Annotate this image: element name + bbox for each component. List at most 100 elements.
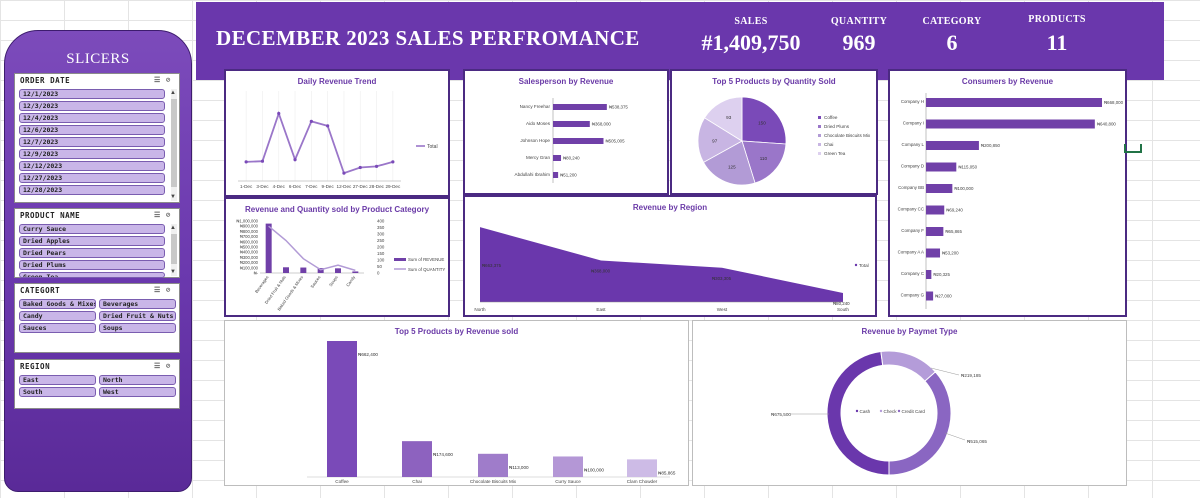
payment-panel[interactable]: Revenue by Paymet Type ₦675,500 ₦219,185 ₦… [692, 320, 1127, 486]
slicer-item[interactable]: South [19, 387, 96, 397]
x-tick-label: North [474, 307, 486, 312]
slicer-item[interactable]: Baked Goods & Mixes [19, 299, 96, 309]
data-point [309, 119, 313, 123]
kpi-quantity-label: QUANTITY [830, 16, 888, 27]
multi-select-icon[interactable]: ☰ [154, 76, 161, 84]
daily-revenue-panel[interactable]: Daily Revenue Trend 1-Dec 3-Dec 4-Dec 6-Dec… [224, 69, 450, 197]
category-label: Company F [901, 228, 924, 233]
slicer-item[interactable]: 12/9/2023 [19, 149, 165, 159]
clear-filter-icon[interactable]: ⊘ [166, 362, 171, 370]
kpi-products-label: PRODUCTS [1028, 14, 1086, 25]
data-label: ₦115,050 [958, 165, 977, 170]
consumers-panel[interactable]: Consumers by Revenue Company H ₦668,000 Co… [888, 69, 1127, 317]
series-line-quantity [268, 225, 356, 272]
bar [478, 453, 508, 477]
multi-select-icon[interactable]: ☰ [154, 211, 161, 219]
pie-slice [704, 96, 743, 142]
data-label: 97 [712, 138, 718, 143]
scroll-thumb[interactable] [171, 234, 177, 264]
bar [352, 271, 359, 273]
slicer-item[interactable]: 12/7/2023 [19, 137, 165, 147]
slicer-scrollbar[interactable]: ▲ ▼ [170, 89, 177, 201]
chart-title: Consumers by Revenue [961, 77, 1054, 86]
slicer-item[interactable]: Beverages [99, 299, 176, 309]
legend-label: Credit Card [902, 409, 926, 414]
series-line-total [246, 110, 394, 175]
x-tick-label: 27-Dec [353, 184, 369, 189]
slicer-item[interactable]: West [99, 387, 176, 397]
data-point [342, 171, 346, 175]
slicer-item[interactable]: 12/1/2023 [19, 89, 165, 99]
y-tick-label: ₦100,000 [240, 265, 259, 270]
slicer-item[interactable]: East [19, 375, 96, 385]
slicer-item[interactable]: North [99, 375, 176, 385]
legend-label: Chai [824, 142, 833, 147]
chart-title: Salesperson by Revenue [518, 77, 614, 86]
top5-quantity-panel[interactable]: Top 5 Products by Quantity Sold 150 110 12… [670, 69, 878, 195]
slicer-item[interactable]: 12/27/2023 [19, 173, 165, 183]
legend-swatch [818, 116, 821, 119]
bar [327, 341, 357, 477]
clear-filter-icon[interactable]: ⊘ [166, 286, 171, 294]
top5-revenue-panel[interactable]: Top 5 Products by Revenue sold ₦662,400 C… [224, 320, 689, 486]
category-panel[interactable]: Revenue and Quantity sold by Product Cat… [224, 197, 450, 317]
legend-label: Green Tea [824, 151, 846, 156]
slicer-item[interactable]: 12/12/2023 [19, 161, 165, 171]
x-tick-label: 9-Dec [322, 184, 335, 189]
data-label: ₦100,000 [954, 186, 974, 191]
chart-title: Revenue by Paymet Type [861, 327, 958, 336]
data-point [260, 159, 265, 163]
slicer-item[interactable]: Dried Plums [19, 260, 165, 270]
slicer-item[interactable]: 12/6/2023 [19, 125, 165, 135]
slicer-item[interactable]: Dried Pears [19, 248, 165, 258]
clear-filter-icon[interactable]: ⊘ [166, 76, 171, 84]
region-panel[interactable]: Revenue by Region ₦663,375 North ₦368,000 E… [463, 195, 877, 317]
bar [553, 172, 559, 178]
slicer-item[interactable]: 12/28/2023 [19, 185, 165, 195]
legend-label: Dried Plums [824, 124, 850, 129]
slicer-item[interactable]: 12/3/2023 [19, 101, 165, 111]
scroll-up-icon[interactable]: ▲ [170, 225, 176, 231]
slicer-item[interactable]: Dried Fruit & Nuts [99, 311, 176, 321]
scroll-up-icon[interactable]: ▲ [170, 90, 176, 96]
multi-select-icon[interactable]: ☰ [154, 362, 161, 370]
y-tick-label: ₦700,000 [240, 234, 259, 239]
data-label: ₦640,800 [1097, 122, 1117, 127]
slicers-title: SLICERS [66, 51, 130, 67]
slicer-item[interactable]: Soups [99, 323, 176, 333]
y-tick-label: ₦1,000,000 [236, 219, 258, 224]
bar [553, 104, 607, 110]
legend-label: Sum of REVENUE [408, 257, 444, 262]
slicer-scrollbar[interactable]: ▲ ▼ [170, 224, 177, 276]
slicer-product-name-label: PRODUCT NAME [20, 211, 81, 220]
x-tick-label: Chai [412, 479, 421, 484]
bar [553, 138, 604, 144]
data-label: ₦662,400 [358, 352, 378, 357]
legend-swatch [394, 258, 406, 261]
scroll-down-icon[interactable]: ▼ [170, 269, 176, 275]
x-tick-label: Chocolate Biscuits Mix [470, 479, 517, 484]
slicer-item[interactable]: Curry Sauce [19, 224, 165, 234]
scroll-thumb[interactable] [171, 99, 177, 187]
slicer-item[interactable]: Green Tea [19, 272, 165, 278]
bar [926, 98, 1102, 107]
data-label: ₦100,000 [584, 467, 604, 472]
slicer-item[interactable]: Dried Apples [19, 236, 165, 246]
y-tick-label: ₦300,000 [240, 255, 259, 260]
multi-select-icon[interactable]: ☰ [154, 286, 161, 294]
data-point [391, 160, 395, 164]
leader-line [944, 432, 966, 441]
slicer-item[interactable]: Candy [19, 311, 96, 321]
slicer-item[interactable]: Sauces [19, 323, 96, 333]
data-point [277, 111, 281, 116]
category-label: Company H [901, 99, 924, 104]
category-label: Company L [902, 142, 925, 147]
x-tick-label: Candy [345, 274, 357, 288]
bar [300, 267, 307, 273]
slicer-item[interactable]: 12/4/2023 [19, 113, 165, 123]
x-tick-label: Coffee [335, 479, 349, 484]
bar [926, 119, 1095, 129]
salesperson-panel[interactable]: Salesperson by Revenue Nancy Freehar ₦538… [463, 69, 669, 195]
clear-filter-icon[interactable]: ⊘ [166, 211, 171, 219]
scroll-down-icon[interactable]: ▼ [170, 194, 176, 200]
